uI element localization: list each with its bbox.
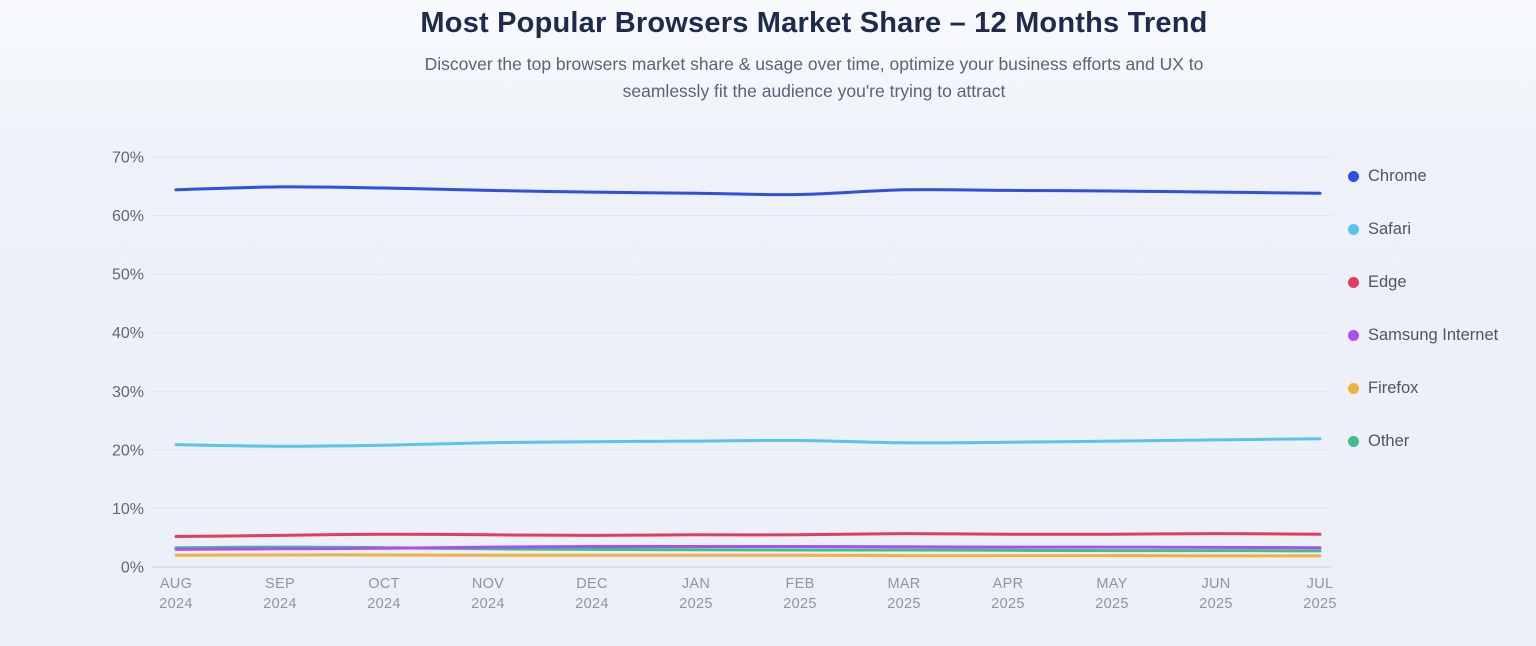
x-tick-label-year: 2025 bbox=[1303, 596, 1336, 612]
x-axis-labels: AUG 2024 SEP 2024 OCT 2024 NOV 2024 DEC 2024 JAN 20… bbox=[159, 576, 1336, 612]
x-tick-label-year: 2025 bbox=[783, 596, 816, 612]
chart-header: Most Popular Browsers Market Share – 12 … bbox=[92, 0, 1536, 105]
x-tick-label: OCT bbox=[368, 576, 400, 592]
legend-item-chrome[interactable]: Chrome bbox=[1348, 150, 1534, 203]
legend-item-edge[interactable]: Edge bbox=[1348, 256, 1534, 309]
chart-canvas: 0% 10% 20% 30% 40% 50% 60% 70% AUG 2024 SEP 2024 OCT… bbox=[112, 150, 1336, 613]
gridlines bbox=[152, 156, 1332, 568]
x-tick-label-year: 2025 bbox=[1095, 596, 1128, 612]
chart-area: 0% 10% 20% 30% 40% 50% 60% 70% AUG 2024 SEP 2024 OCT… bbox=[96, 140, 1344, 640]
chart-legend: Chrome Safari Edge Samsung Internet Firefox O… bbox=[1348, 150, 1534, 468]
legend-item-firefox[interactable]: Firefox bbox=[1348, 362, 1534, 415]
x-tick-label: AUG bbox=[160, 576, 192, 592]
legend-item-samsung-internet[interactable]: Samsung Internet bbox=[1348, 309, 1534, 362]
legend-swatch-samsung-internet bbox=[1348, 330, 1359, 341]
series-line-safari bbox=[174, 437, 1322, 448]
legend-item-safari[interactable]: Safari bbox=[1348, 203, 1534, 256]
y-axis-labels: 0% 10% 20% 30% 40% 50% 60% 70% bbox=[112, 150, 144, 577]
x-tick-label: DEC bbox=[576, 576, 608, 592]
series-lines bbox=[174, 185, 1322, 558]
legend-label: Chrome bbox=[1368, 167, 1427, 185]
x-tick-label-year: 2024 bbox=[471, 596, 504, 612]
x-tick-label-year: 2024 bbox=[159, 596, 192, 612]
x-tick-label-year: 2025 bbox=[679, 596, 712, 612]
x-tick-label: JAN bbox=[682, 576, 710, 592]
legend-label: Safari bbox=[1368, 220, 1412, 238]
y-tick-label: 40% bbox=[112, 325, 144, 342]
legend-label: Edge bbox=[1368, 273, 1407, 291]
legend-label: Other bbox=[1368, 432, 1410, 450]
x-tick-label: FEB bbox=[785, 576, 814, 592]
x-tick-label-year: 2024 bbox=[263, 596, 296, 612]
chart-subtitle-line-1: Discover the top browsers market share &… bbox=[424, 54, 1204, 74]
x-tick-label: MAY bbox=[1096, 576, 1127, 592]
y-tick-label: 20% bbox=[112, 442, 144, 459]
chart-title: Most Popular Browsers Market Share – 12 … bbox=[420, 7, 1208, 39]
series-line-samsung-internet bbox=[174, 544, 1322, 551]
x-tick-label: SEP bbox=[265, 576, 295, 592]
y-tick-label: 30% bbox=[112, 384, 144, 401]
y-tick-label: 0% bbox=[121, 560, 144, 577]
x-tick-label-year: 2024 bbox=[575, 596, 608, 612]
y-tick-label: 60% bbox=[112, 208, 144, 225]
y-tick-label: 50% bbox=[112, 267, 144, 284]
y-tick-label: 10% bbox=[112, 501, 144, 518]
legend-swatch-other bbox=[1348, 436, 1359, 447]
y-tick-label: 70% bbox=[112, 150, 144, 167]
chart-subtitle-line-2: seamlessly fit the audience you're tryin… bbox=[622, 81, 1006, 102]
x-tick-label-year: 2025 bbox=[991, 596, 1024, 612]
series-line-firefox bbox=[174, 553, 1322, 558]
legend-item-other[interactable]: Other bbox=[1348, 415, 1534, 468]
x-tick-label: NOV bbox=[472, 576, 504, 592]
legend-swatch-safari bbox=[1348, 224, 1359, 235]
chart-subtitle: Discover the top browsers market share &… bbox=[92, 51, 1536, 105]
x-tick-label-year: 2025 bbox=[1199, 596, 1232, 612]
legend-label: Samsung Internet bbox=[1368, 326, 1499, 344]
legend-swatch-edge bbox=[1348, 277, 1359, 288]
legend-swatch-firefox bbox=[1348, 383, 1359, 394]
x-tick-label: JUN bbox=[1201, 576, 1230, 592]
legend-label: Firefox bbox=[1368, 379, 1419, 397]
series-line-chrome bbox=[174, 185, 1322, 197]
x-tick-label: JUL bbox=[1307, 576, 1334, 592]
x-tick-label: MAR bbox=[887, 576, 920, 592]
x-tick-label-year: 2024 bbox=[367, 596, 400, 612]
legend-swatch-chrome bbox=[1348, 171, 1359, 182]
x-tick-label-year: 2025 bbox=[887, 596, 920, 612]
x-tick-label: APR bbox=[993, 576, 1024, 592]
series-line-edge bbox=[174, 532, 1322, 538]
